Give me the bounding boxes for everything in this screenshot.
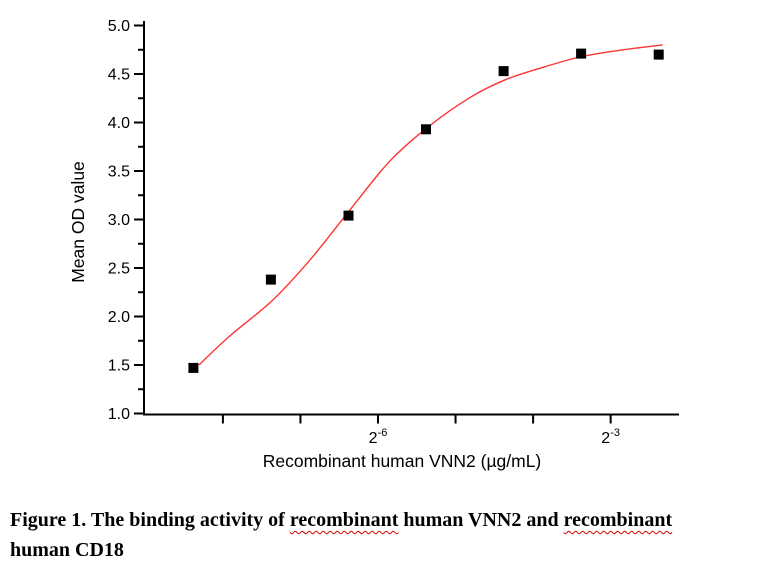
spellcheck-flagged-word: recombinant — [563, 509, 673, 531]
data-point-marker — [653, 49, 664, 60]
data-point-marker — [421, 124, 431, 135]
y-tick-label: 4.0 — [108, 115, 130, 132]
data-point-marker — [188, 362, 199, 373]
figure-caption-line2: human CD18 — [10, 539, 124, 561]
y-tick-label: 4.5 — [108, 67, 130, 84]
fit-curve-line — [198, 44, 663, 366]
x-tick-label: 2-3 — [601, 427, 620, 447]
y-tick-label: 2.0 — [108, 309, 130, 326]
y-axis-title: Mean OD value — [68, 161, 88, 283]
caption-text: Figure 1. The binding activity of — [10, 509, 290, 531]
data-point-marker — [498, 66, 509, 77]
y-tick-label: 1.0 — [108, 406, 130, 423]
y-tick-label: 1.5 — [108, 358, 130, 375]
data-point-marker — [265, 274, 276, 285]
data-point-marker — [576, 48, 587, 59]
y-tick-label: 5.0 — [108, 18, 130, 35]
y-tick-label: 2.5 — [108, 261, 130, 278]
caption-text: human VNN2 and — [398, 509, 564, 531]
figure-caption-line1: Figure 1. The binding activity of recomb… — [10, 505, 760, 535]
binding-activity-chart: 1.0 1.5 2.0 2.5 3.0 3.5 4.0 4.5 5.0 2-6 2-3 Mean OD… — [68, 18, 679, 471]
x-tick-label: 2-6 — [369, 427, 388, 447]
data-point-marker — [343, 210, 354, 221]
spellcheck-flagged-word: recombinant — [289, 509, 399, 531]
x-axis-title: Recombinant human VNN2 (µg/mL) — [263, 451, 542, 471]
figure-caption: Figure 1. The binding activity of recomb… — [10, 505, 760, 565]
y-tick-label: 3.0 — [108, 212, 130, 229]
y-tick-label: 3.5 — [108, 164, 130, 181]
